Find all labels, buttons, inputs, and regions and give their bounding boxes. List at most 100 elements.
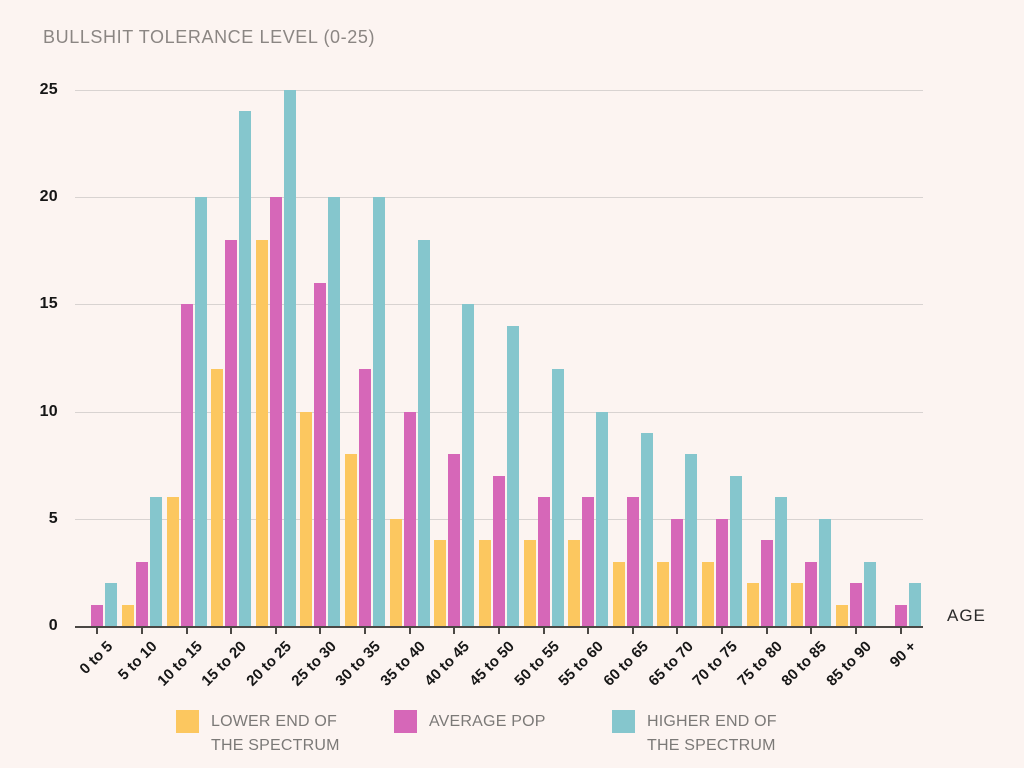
legend-label: HIGHER END OF THE SPECTRUM [647,710,777,758]
bar-higher [730,475,743,626]
bar-higher [105,583,118,626]
x-tick-label: 35 to 40 [377,638,429,690]
y-tick-label-10: 10 [39,402,58,420]
chart-title: BULLSHIT TOLERANCE LEVEL (0-25) [43,27,376,47]
bar-group: 40 to 45 [422,90,477,690]
bar-group: 20 to 25 [243,90,299,690]
bar-higher [863,561,876,626]
bar-higher [640,433,653,626]
gridline-10 [75,411,923,413]
x-tick [230,628,233,634]
bar-average [894,604,907,626]
bar-lower [166,497,179,626]
bar-group: 85 to 90 [823,90,879,690]
legend-label-line: AVERAGE POP [429,713,546,730]
bar-average [403,411,416,626]
x-tick [453,628,456,634]
bar-average [269,197,282,626]
x-tick-label: 20 to 25 [243,638,295,690]
bar-group: 15 to 20 [199,90,254,690]
bar-lower [345,454,358,626]
bar-lower [835,604,848,626]
x-tick [587,628,590,634]
legend-label-line: THE SPECTRUM [211,737,340,754]
x-tick [676,628,679,634]
x-tick [364,628,367,634]
bar-higher [462,304,475,626]
bar-group: 55 to 60 [556,90,611,690]
bar-higher [819,518,832,626]
x-tick [497,628,500,634]
bar-lower [612,561,625,626]
bar-lower [389,518,402,626]
x-tick [899,628,902,634]
x-tick-label: 70 to 75 [689,638,742,690]
bar-lower [121,604,134,626]
bar-average [849,583,862,626]
bar-group: 5 to 10 [115,90,165,684]
x-axis-line [75,626,923,628]
bar-group: 65 to 70 [645,90,700,690]
x-tick-label: 0 to 5 [76,638,117,678]
bar-lower [746,583,759,626]
y-tick-label-20: 20 [39,188,58,206]
x-tick-label: 40 to 45 [421,638,474,690]
bar-higher [908,583,921,626]
bar-group: 90 + [878,90,923,671]
x-tick-label: 80 to 85 [778,638,831,690]
bar-group: 70 to 75 [690,90,745,690]
legend-swatch [176,710,199,733]
x-tick [765,628,768,634]
y-tick-label-5: 5 [48,509,58,527]
bar-lower [523,540,536,626]
bar-average [135,561,148,626]
bar-lower [211,368,224,626]
bar-higher [506,325,519,626]
x-tick [854,628,857,634]
gridline-20 [75,197,923,199]
bar-higher [328,197,341,626]
x-tick-label: 30 to 35 [332,638,385,690]
gridline-25 [75,90,923,91]
bar-group: 50 to 55 [511,90,566,690]
bar-average [537,497,550,626]
x-tick-label: 60 to 65 [600,638,652,690]
legend-label-line: HIGHER END OF [647,713,777,730]
legend-swatch [612,710,635,733]
y-tick-label-15: 15 [39,295,58,313]
x-tick-label: 75 to 80 [734,638,786,690]
bar-group: 75 to 80 [734,90,789,690]
x-tick-label: 15 to 20 [198,638,251,690]
bar-lower [657,561,670,626]
bar-lower [568,540,581,626]
bar-average [671,518,684,626]
bar-group: 35 to 40 [377,90,432,690]
bar-higher [373,197,386,626]
legend: LOWER END OF THE SPECTRUM AVERAGE POP HI… [0,710,1024,762]
bar-group: 80 to 85 [779,90,834,690]
legend-label: LOWER END OF THE SPECTRUM [211,710,340,758]
legend-swatch [394,710,417,733]
bar-group: 25 to 30 [288,90,343,690]
bar-average [492,475,505,626]
bar-higher [194,197,207,626]
y-axis-labels: 25 20 15 10 5 0 [0,81,58,634]
x-tick [721,628,724,634]
x-tick-label: 85 to 90 [823,638,875,690]
bar-group: 0 to 5 [75,90,120,678]
x-tick [96,628,99,634]
legend-label-line: LOWER END OF [211,713,337,730]
y-tick-label-25: 25 [39,81,58,98]
x-tick [140,628,143,634]
bar-average [716,518,729,626]
legend-item-lower: LOWER END OF THE SPECTRUM [176,710,340,758]
bar-group: 60 to 65 [600,90,656,690]
x-tick-label: 25 to 30 [287,638,340,690]
bar-average [760,540,773,626]
bar-group: 10 to 15 [154,90,209,690]
bar-lower [255,240,268,626]
bar-average [180,304,193,626]
x-tick-label: 45 to 50 [466,638,518,690]
x-tick [542,628,545,634]
